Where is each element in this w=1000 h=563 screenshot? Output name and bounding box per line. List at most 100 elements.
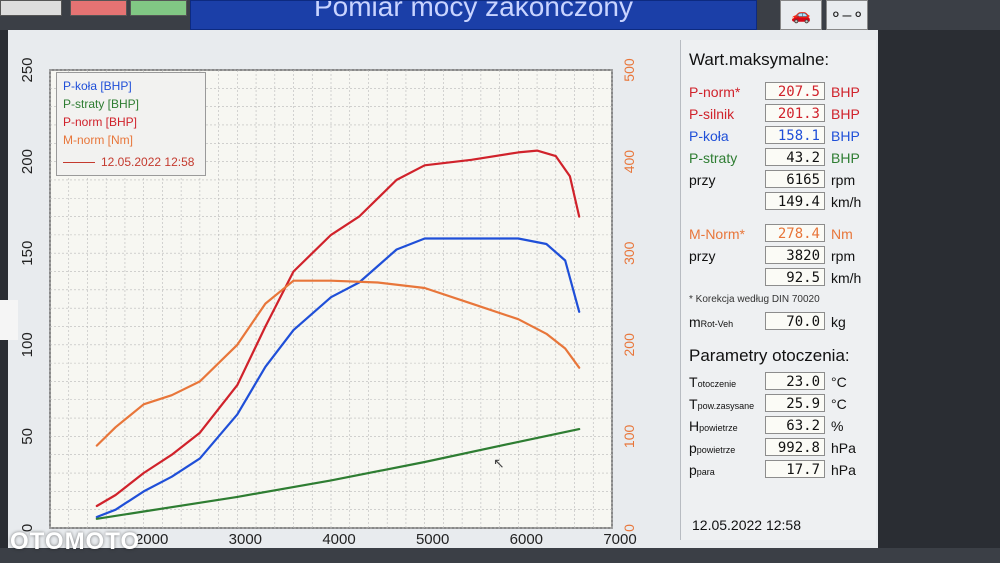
otomoto-watermark: OTOMOTO <box>10 528 141 555</box>
unit: Nm <box>831 226 853 242</box>
series-line-0 <box>95 237 581 519</box>
unit: hPa <box>831 440 856 456</box>
glare-sliver <box>0 300 18 340</box>
din-note: * Korekcja według DIN 70020 <box>689 294 820 305</box>
unit: % <box>831 418 844 434</box>
unit: rpm <box>831 172 856 188</box>
row-t-otoczenie: Totoczenie 23.0 °C <box>689 372 874 392</box>
unit: rpm <box>831 248 856 264</box>
unit: km/h <box>831 194 862 210</box>
unit: BHP <box>831 106 860 122</box>
value-box: 92.5 <box>765 268 825 286</box>
value-box: 43.2 <box>765 148 825 166</box>
value-box: 149.4 <box>765 192 825 210</box>
unit: hPa <box>831 462 856 478</box>
y-tick-label: 150 <box>19 241 36 266</box>
row-m-speed: 92.5 km/h <box>689 268 874 288</box>
row-przy-rpm: przy 6165 rpm <box>689 170 874 190</box>
x-tick-label: 7000 <box>603 531 636 548</box>
toolbar-button-1[interactable] <box>0 0 62 16</box>
row-p-para: ppara 17.7 hPa <box>689 460 874 480</box>
row-t-pow: Tpow.zasysane 25.9 °C <box>689 394 874 414</box>
value-box: 278.4 <box>765 224 825 242</box>
y-tick-label: 100 <box>19 332 36 357</box>
label: ppara <box>689 462 715 478</box>
y2-tick-label: 500 <box>621 58 637 82</box>
x-tick-label: 5000 <box>416 531 449 548</box>
value-box: 6165 <box>765 170 825 188</box>
y-tick-label: 250 <box>19 57 36 82</box>
y-tick-label: 0 <box>19 524 36 532</box>
env-title: Parametry otoczenia: <box>689 346 850 365</box>
label: P-silnik <box>689 106 735 122</box>
label: M-Norm* <box>689 226 745 242</box>
y-tick-label: 50 <box>19 428 36 445</box>
row-p-silnik: P-silnik 201.3 BHP <box>689 104 874 124</box>
label: ppowietrze <box>689 440 736 456</box>
value-box: 70.0 <box>765 312 825 330</box>
label: przy <box>689 248 716 264</box>
unit: BHP <box>831 128 860 144</box>
legend-item-p-norm: P-norm [BHP] <box>63 115 138 129</box>
max-values-title: Wart.maksymalne: <box>689 50 830 69</box>
series-line-1 <box>95 428 581 520</box>
x-tick-label: 3000 <box>229 531 262 548</box>
window-title: Pomiar mocy zakończony <box>190 0 757 30</box>
label: Hpowietrze <box>689 418 738 434</box>
connection-icon[interactable]: ⚬–⚬ <box>826 0 868 30</box>
toolbar-button-3[interactable] <box>130 0 187 16</box>
row-p-powietrze: ppowietrze 992.8 hPa <box>689 438 874 458</box>
toolbar-button-2[interactable] <box>70 0 127 16</box>
series-line-2 <box>95 149 581 508</box>
unit: kg <box>831 314 846 330</box>
unit: BHP <box>831 84 860 100</box>
row-p-straty: P-straty 43.2 BHP <box>689 148 874 168</box>
label: mRot-Veh <box>689 314 734 330</box>
unit: BHP <box>831 150 860 166</box>
value-box: 3820 <box>765 246 825 264</box>
legend-date: 12.05.2022 12:58 <box>63 153 199 171</box>
bottom-bar <box>0 548 1000 563</box>
car-key-icon[interactable]: 🚗 <box>780 0 822 30</box>
row-m-norm: M-Norm* 278.4 Nm <box>689 224 874 244</box>
measurement-datetime: 12.05.2022 12:58 <box>692 517 801 533</box>
title-bar: Pomiar mocy zakończony 🚗 ⚬–⚬ <box>0 0 1000 30</box>
value-box: 25.9 <box>765 394 825 412</box>
value-box: 23.0 <box>765 372 825 390</box>
row-p-kola: P-koła 158.1 BHP <box>689 126 874 146</box>
chart-legend: P-koła [BHP] P-straty [BHP] P-norm [BHP]… <box>56 72 206 176</box>
label: P-koła <box>689 128 729 144</box>
row-m-przy-rpm: przy 3820 rpm <box>689 246 874 266</box>
row-p-norm: P-norm* 207.5 BHP <box>689 82 874 102</box>
label: Tpow.zasysane <box>689 396 755 412</box>
row-mrot: mRot-Veh 70.0 kg <box>689 312 874 332</box>
y2-tick-label: 100 <box>621 425 637 449</box>
x-tick-label: 4000 <box>322 531 355 548</box>
legend-item-m-norm: M-norm [Nm] <box>63 133 133 147</box>
value-box: 158.1 <box>765 126 825 144</box>
legend-item-p-straty: P-straty [BHP] <box>63 97 140 111</box>
unit: °C <box>831 374 847 390</box>
x-tick-label: 2000 <box>135 531 168 548</box>
results-panel: Wart.maksymalne: P-norm* 207.5 BHP P-sil… <box>680 40 876 540</box>
y2-tick-label: 0 <box>621 524 637 532</box>
label: przy <box>689 172 716 188</box>
y2-tick-label: 400 <box>621 150 637 174</box>
series-line-3 <box>95 279 581 447</box>
y2-tick-label: 200 <box>621 333 637 357</box>
label: P-straty <box>689 150 738 166</box>
label: Totoczenie <box>689 374 737 390</box>
value-box: 63.2 <box>765 416 825 434</box>
x-tick-label: 6000 <box>510 531 543 548</box>
y2-tick-label: 300 <box>621 241 637 265</box>
row-h-powietrze: Hpowietrze 63.2 % <box>689 416 874 436</box>
mouse-cursor-icon: ↖ <box>493 455 505 471</box>
unit: °C <box>831 396 847 412</box>
unit: km/h <box>831 270 862 286</box>
legend-item-p-kola: P-koła [BHP] <box>63 79 132 93</box>
label: P-norm* <box>689 84 741 100</box>
value-box: 207.5 <box>765 82 825 100</box>
row-speed: 149.4 km/h <box>689 192 874 212</box>
value-box: 17.7 <box>765 460 825 478</box>
y-tick-label: 200 <box>19 149 36 174</box>
